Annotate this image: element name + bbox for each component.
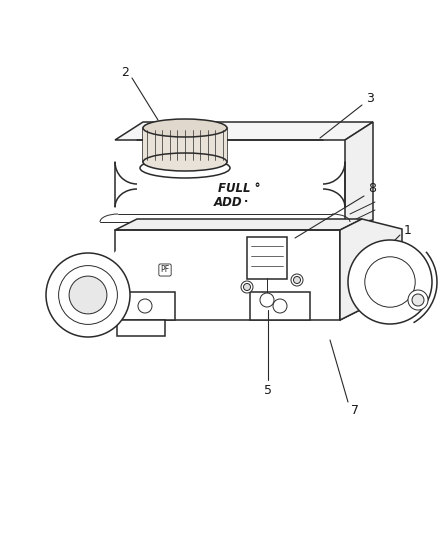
Ellipse shape — [293, 277, 300, 284]
Ellipse shape — [273, 299, 287, 313]
Polygon shape — [345, 122, 373, 225]
Ellipse shape — [244, 284, 251, 290]
Polygon shape — [340, 219, 362, 320]
Ellipse shape — [408, 290, 428, 310]
Ellipse shape — [46, 253, 130, 337]
Text: PF: PF — [160, 265, 170, 274]
Polygon shape — [250, 292, 310, 320]
Text: ADD: ADD — [214, 196, 243, 208]
Text: 5: 5 — [264, 384, 272, 397]
Ellipse shape — [291, 274, 303, 286]
Polygon shape — [115, 292, 175, 320]
Polygon shape — [345, 122, 373, 225]
Ellipse shape — [140, 158, 230, 178]
Polygon shape — [137, 140, 323, 225]
Ellipse shape — [138, 299, 152, 313]
Text: 2: 2 — [121, 66, 129, 78]
FancyBboxPatch shape — [247, 237, 287, 279]
Text: 3: 3 — [366, 92, 374, 104]
Polygon shape — [115, 219, 362, 230]
Ellipse shape — [69, 276, 107, 314]
Text: FULL °: FULL ° — [218, 182, 261, 195]
Ellipse shape — [412, 294, 424, 306]
Ellipse shape — [143, 119, 227, 137]
Polygon shape — [115, 122, 373, 140]
Polygon shape — [117, 320, 165, 336]
Ellipse shape — [143, 153, 227, 171]
Text: 7: 7 — [351, 403, 359, 416]
Text: 1: 1 — [404, 223, 412, 237]
Polygon shape — [115, 162, 345, 207]
Text: .: . — [244, 194, 248, 204]
Ellipse shape — [365, 257, 415, 307]
Polygon shape — [115, 140, 345, 225]
Polygon shape — [340, 219, 402, 320]
Ellipse shape — [59, 265, 117, 325]
Polygon shape — [115, 230, 340, 320]
Text: 8: 8 — [368, 182, 376, 195]
Polygon shape — [88, 250, 117, 313]
Polygon shape — [115, 122, 373, 140]
Ellipse shape — [260, 293, 274, 307]
Polygon shape — [143, 128, 227, 162]
Ellipse shape — [348, 240, 432, 324]
Ellipse shape — [241, 281, 253, 293]
